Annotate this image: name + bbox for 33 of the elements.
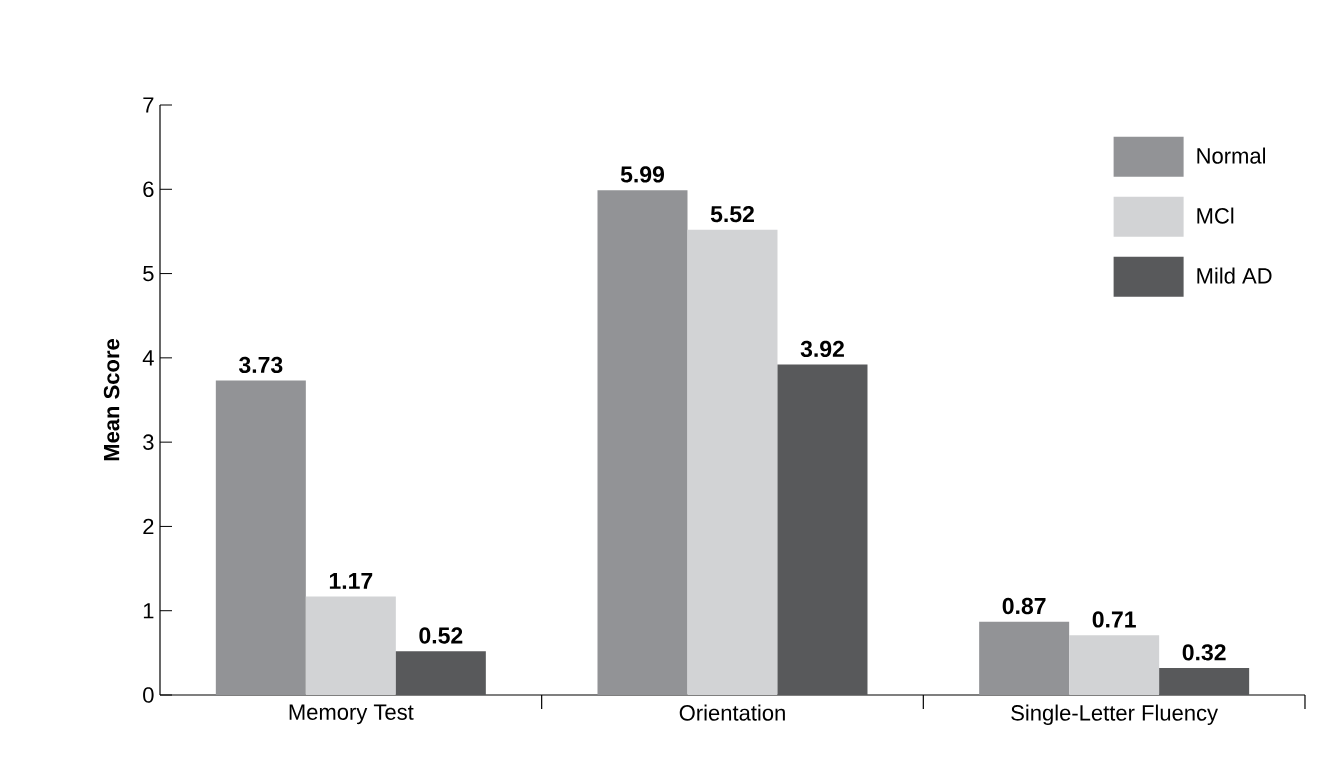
data-label: 3.92: [800, 340, 844, 358]
y-tick-label: 6: [143, 181, 154, 198]
y-tick-label: 7: [143, 97, 154, 113]
x-tick-label: Orientation: [679, 704, 785, 721]
y-tick-label: 4: [142, 350, 154, 366]
data-label: 0.71: [1092, 611, 1136, 628]
y-tick-label: 3: [143, 434, 154, 450]
x-tick-label: Single-Letter Fluency: [1011, 704, 1218, 726]
bar: [305, 596, 396, 695]
data-label: 3.73: [238, 356, 283, 374]
bar: [1069, 635, 1160, 695]
y-axis-title: Mean Score: [103, 339, 120, 461]
data-label: 0.52: [419, 627, 463, 644]
bar: [687, 229, 778, 695]
bar: [979, 621, 1070, 695]
data-label: 5.52: [710, 205, 754, 223]
x-tick-label: Memory Test: [289, 704, 414, 725]
data-label: 5.99: [620, 166, 665, 183]
bar: [597, 190, 688, 695]
bar: [777, 364, 868, 695]
bar: [395, 651, 486, 695]
y-tick-label: 5: [143, 265, 154, 282]
y-tick-label: 0: [143, 687, 154, 703]
bar: [1159, 668, 1250, 695]
data-label: 0.87: [1002, 597, 1046, 615]
data-label: 1.17: [329, 573, 373, 589]
y-tick-label: 1: [143, 603, 154, 619]
legend-label: Mild AD: [1197, 267, 1272, 284]
legend-label: MCl: [1197, 207, 1234, 224]
y-tick-label: 2: [143, 518, 154, 535]
bar: [215, 380, 306, 695]
legend-label: Normal: [1197, 147, 1266, 164]
data-label: 0.32: [1182, 644, 1226, 661]
